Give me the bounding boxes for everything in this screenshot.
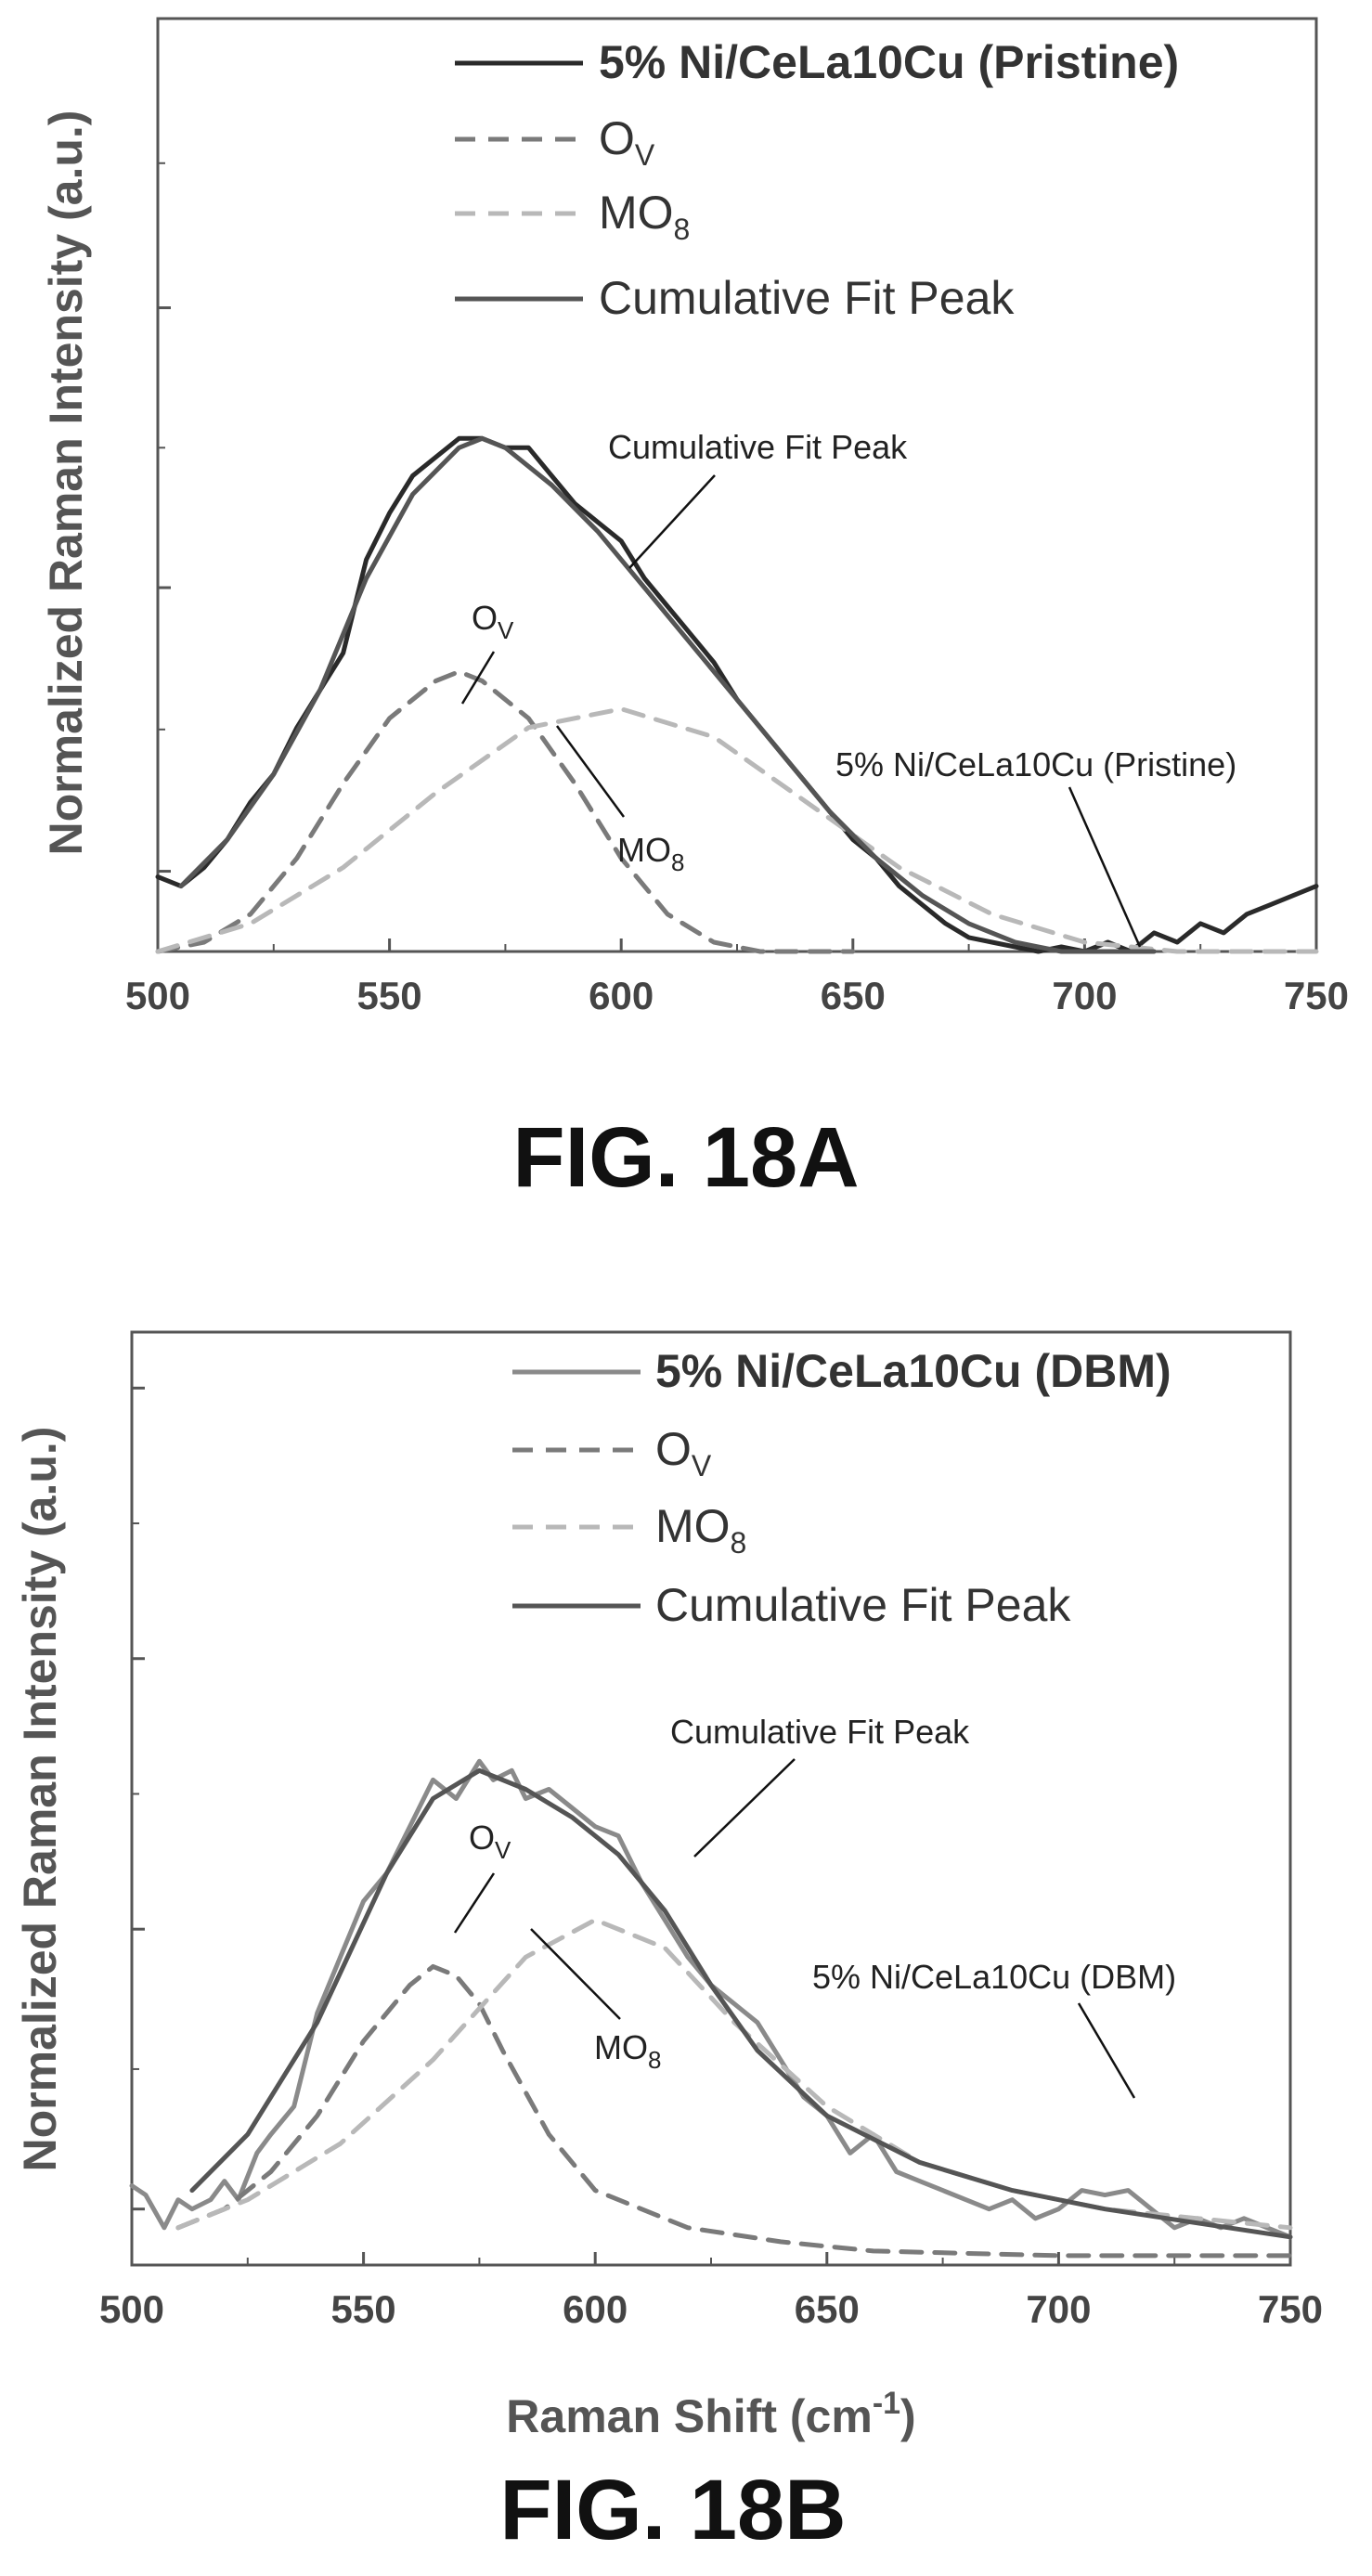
x-tick-label: 650 — [795, 2287, 860, 2331]
x-tick-label: 750 — [1258, 2287, 1323, 2331]
x-tick-label: 650 — [821, 974, 886, 1017]
leader-cumulative — [693, 1758, 796, 1858]
leader-sample — [1068, 786, 1142, 948]
legend-label-dbm: 5% Ni/CeLa10Cu (DBM) — [655, 1345, 1171, 1397]
legend-label-cumulative: Cumulative Fit Peak — [599, 272, 1015, 324]
series-line-5-ni-cela10cu-dbm — [129, 1758, 1293, 2240]
leader-cumulative — [628, 474, 716, 569]
y-axis-label: Normalized Raman Intensity (a.u.) — [14, 1427, 66, 2172]
y-ticks — [158, 17, 171, 874]
figure-caption: FIG. 18B — [499, 2463, 846, 2557]
x-tick-label: 750 — [1284, 974, 1349, 1017]
x-tick-label: 500 — [99, 2287, 164, 2331]
y-ticks — [132, 1386, 145, 2211]
x-tick-label: 600 — [563, 2287, 628, 2331]
x-tick-label: 700 — [1052, 974, 1117, 1017]
annotation-sample: 5% Ni/CeLa10Cu (Pristine) — [835, 745, 1236, 783]
x-tick-label: 550 — [357, 974, 422, 1017]
figure-caption: FIG. 18A — [512, 1110, 859, 1205]
x-ticks: 500 550 600 650 700 750 — [125, 938, 1349, 1017]
leader-mo8 — [530, 1928, 621, 2020]
x-tick-label: 500 — [125, 974, 190, 1017]
x-ticks: 500 550 600 650 700 750 — [99, 2252, 1323, 2331]
legend-label-ov: OV — [655, 1423, 712, 1482]
legend-label-mo8: MO8 — [655, 1500, 746, 1560]
x-tick-label: 700 — [1026, 2287, 1091, 2331]
series-line-mo — [155, 706, 1319, 954]
leader-sample — [1077, 2002, 1136, 2099]
legend-label-mo8: MO8 — [599, 187, 690, 246]
annotation-sample: 5% Ni/CeLa10Cu (DBM) — [812, 1958, 1176, 1996]
annotation-mo8: MO8 — [594, 2028, 661, 2074]
plot-frame — [156, 17, 1318, 953]
legend-label-ov: OV — [599, 112, 655, 172]
chart-18b: 500 550 600 650 700 750 Normalized Raman Inte… — [14, 1330, 1323, 2557]
legend-label-cumulative: Cumulative Fit Peak — [655, 1579, 1071, 1631]
series-group — [129, 1758, 1293, 2259]
annotation-cumulative: Cumulative Fit Peak — [608, 428, 908, 466]
leader-ov — [453, 1872, 496, 1934]
x-tick-label: 600 — [589, 974, 654, 1017]
chart-18a: 500 550 600 650 700 750 Normalized Raman Inte… — [40, 17, 1349, 1205]
legend-label-pristine: 5% Ni/CeLa10Cu (Pristine) — [599, 36, 1179, 88]
annotations: Cumulative Fit Peak OV MO8 5% Ni/CeLa10C… — [460, 428, 1236, 948]
series-line-cumulative-fit-peak — [189, 1767, 1293, 2240]
annotation-mo8: MO8 — [617, 831, 684, 876]
series-group — [155, 435, 1319, 954]
leader-ov — [460, 651, 496, 705]
x-axis-label: Raman Shift (cm-1) — [506, 2386, 915, 2442]
annotation-ov: OV — [469, 1819, 511, 1864]
y-axis-label: Normalized Raman Intensity (a.u.) — [40, 110, 92, 856]
annotation-ov: OV — [472, 599, 514, 644]
annotations: Cumulative Fit Peak OV MO8 5% Ni/CeLa10C… — [453, 1713, 1176, 2099]
annotation-cumulative: Cumulative Fit Peak — [670, 1713, 970, 1751]
series-line-o — [155, 669, 856, 954]
series-line-o — [175, 1963, 1293, 2259]
legend: 5% Ni/CeLa10Cu (DBM) OV MO8 Cumulative F… — [512, 1345, 1171, 1631]
series-line-cumulative-fit-peak — [178, 435, 1157, 954]
leader-mo8 — [555, 725, 626, 818]
legend: 5% Ni/CeLa10Cu (Pristine) OV MO8 Cumulat… — [455, 36, 1179, 324]
x-tick-label: 550 — [331, 2287, 396, 2331]
series-line-5-ni-cela10cu-pristine — [155, 435, 1319, 954]
